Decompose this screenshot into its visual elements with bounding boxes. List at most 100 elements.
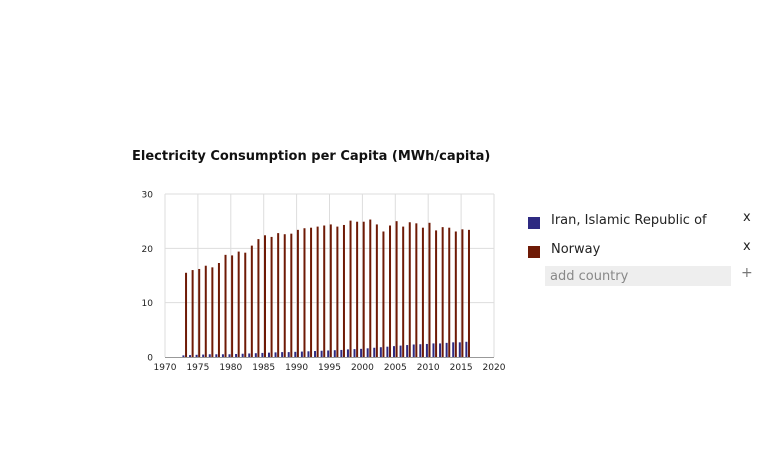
add-country-row: + [528,264,758,292]
bar-norway-1977 [211,267,214,357]
x-tick-label-2005: 2005 [384,363,407,373]
bar-iran-2002 [373,347,376,357]
bar-iran-1974 [189,355,192,357]
bar-norway-1987 [277,233,280,357]
bar-norway-2014 [454,231,457,357]
bar-iran-1993 [314,351,317,357]
x-tick-label-2010: 2010 [417,363,440,373]
bar-norway-2010 [428,222,431,357]
grid-lines [164,193,495,357]
bar-iran-1983 [248,353,251,357]
bar-norway-1974 [191,270,194,357]
bar-iran-2011 [432,343,435,357]
add-country-input[interactable] [545,266,731,286]
add-country-button[interactable]: + [741,265,753,281]
bar-norway-1995 [329,224,332,357]
bar-norway-2012 [441,227,444,357]
bar-norway-1994 [323,225,326,357]
bar-iran-1994 [320,350,323,357]
bar-iran-1998 [346,349,349,357]
legend-swatch-iran [528,216,540,229]
x-tick-label-2000: 2000 [351,363,374,373]
bar-norway-1984 [257,239,260,357]
legend-item-iran: Iran, Islamic Republic of x [528,206,758,235]
bar-iran-1979 [221,354,224,357]
legend-label-norway: Norway [551,242,601,257]
bar-norway-1985 [264,235,266,357]
bar-iran-1996 [333,350,336,357]
bar-norway-1991 [303,228,306,357]
bar-norway-1981 [237,251,240,357]
bar-norway-1976 [204,265,207,357]
bar-iran-1990 [294,351,297,357]
bar-iran-1981 [235,354,238,357]
legend-swatch-norway [528,245,540,258]
bar-iran-2007 [406,345,409,357]
bar-iran-1985 [261,352,264,357]
bar-norway-2008 [415,223,418,357]
bar-iran-1977 [208,354,211,357]
bar-norway-2011 [435,230,438,357]
bar-iran-1980 [228,354,231,357]
bar-iran-2009 [419,344,422,357]
x-tick-label-1990: 1990 [285,363,308,373]
y-tick-label-0: 0 [147,354,153,364]
bar-norway-1996 [336,226,339,357]
bar-iran-2016 [465,341,468,357]
bar-iran-1988 [281,352,284,357]
bar-norway-2013 [448,227,451,357]
y-tick-label-10: 10 [142,299,154,309]
x-tick-label-1975: 1975 [186,363,209,373]
bar-iran-2015 [458,342,461,357]
bar-norway-1975 [198,268,201,357]
bar-iran-2014 [452,342,455,357]
bar-norway-1999 [356,221,359,357]
bar-iran-2000 [360,348,363,357]
bar-norway-1980 [231,255,234,357]
bar-norway-2009 [421,227,424,357]
legend: Iran, Islamic Republic of x Norway x + [528,206,758,292]
bar-iran-1987 [274,352,277,357]
axes: 0 10 20 30 1970 1975 1980 1985 1990 1995 2000 2005 2… [142,191,506,374]
bar-iran-2012 [439,343,442,357]
chart-title: Electricity Consumption per Capita (MWh/… [132,149,491,164]
bar-norway-2016 [467,229,470,357]
bar-iran-2005 [393,346,395,357]
bar-iran-1976 [202,354,205,357]
bar-norway-1988 [283,234,286,357]
bar-norway-2004 [389,225,392,357]
bar-norway-1973 [185,272,188,357]
bar-norway-1982 [244,252,247,357]
bar-iran-1986 [267,352,270,357]
bar-norway-2000 [362,221,365,357]
bar-norway-1990 [296,229,299,357]
bar-norway-2001 [369,219,372,357]
bar-norway-1992 [310,227,313,357]
bar-norway-1997 [342,224,345,357]
bar-norway-2005 [395,221,398,357]
bar-iran-1982 [241,353,244,357]
bar-iran-1975 [195,354,198,357]
bar-iran-1978 [215,354,218,357]
y-tick-label-30: 30 [142,191,154,201]
bar-iran-2006 [399,345,402,357]
bar-norway-2006 [402,226,405,357]
bar-iran-1991 [300,351,303,357]
y-tick-label-20: 20 [142,245,154,255]
bar-norway-1979 [224,254,227,357]
bar-norway-2007 [408,222,411,357]
x-tick-label-1995: 1995 [318,363,341,373]
bar-norway-1989 [290,233,293,357]
bar-norway-1993 [316,226,319,357]
remove-norway-button[interactable]: x [743,239,751,254]
bar-iran-1999 [353,349,356,357]
bar-iran-1984 [254,353,257,357]
bar-norway-1978 [217,263,220,357]
bar-norway-2003 [382,231,385,357]
remove-iran-button[interactable]: x [743,210,751,225]
bar-iran-2013 [445,342,448,357]
x-tick-label-1985: 1985 [252,363,275,373]
bar-iran-2008 [412,344,415,357]
legend-item-norway: Norway x [528,235,758,264]
